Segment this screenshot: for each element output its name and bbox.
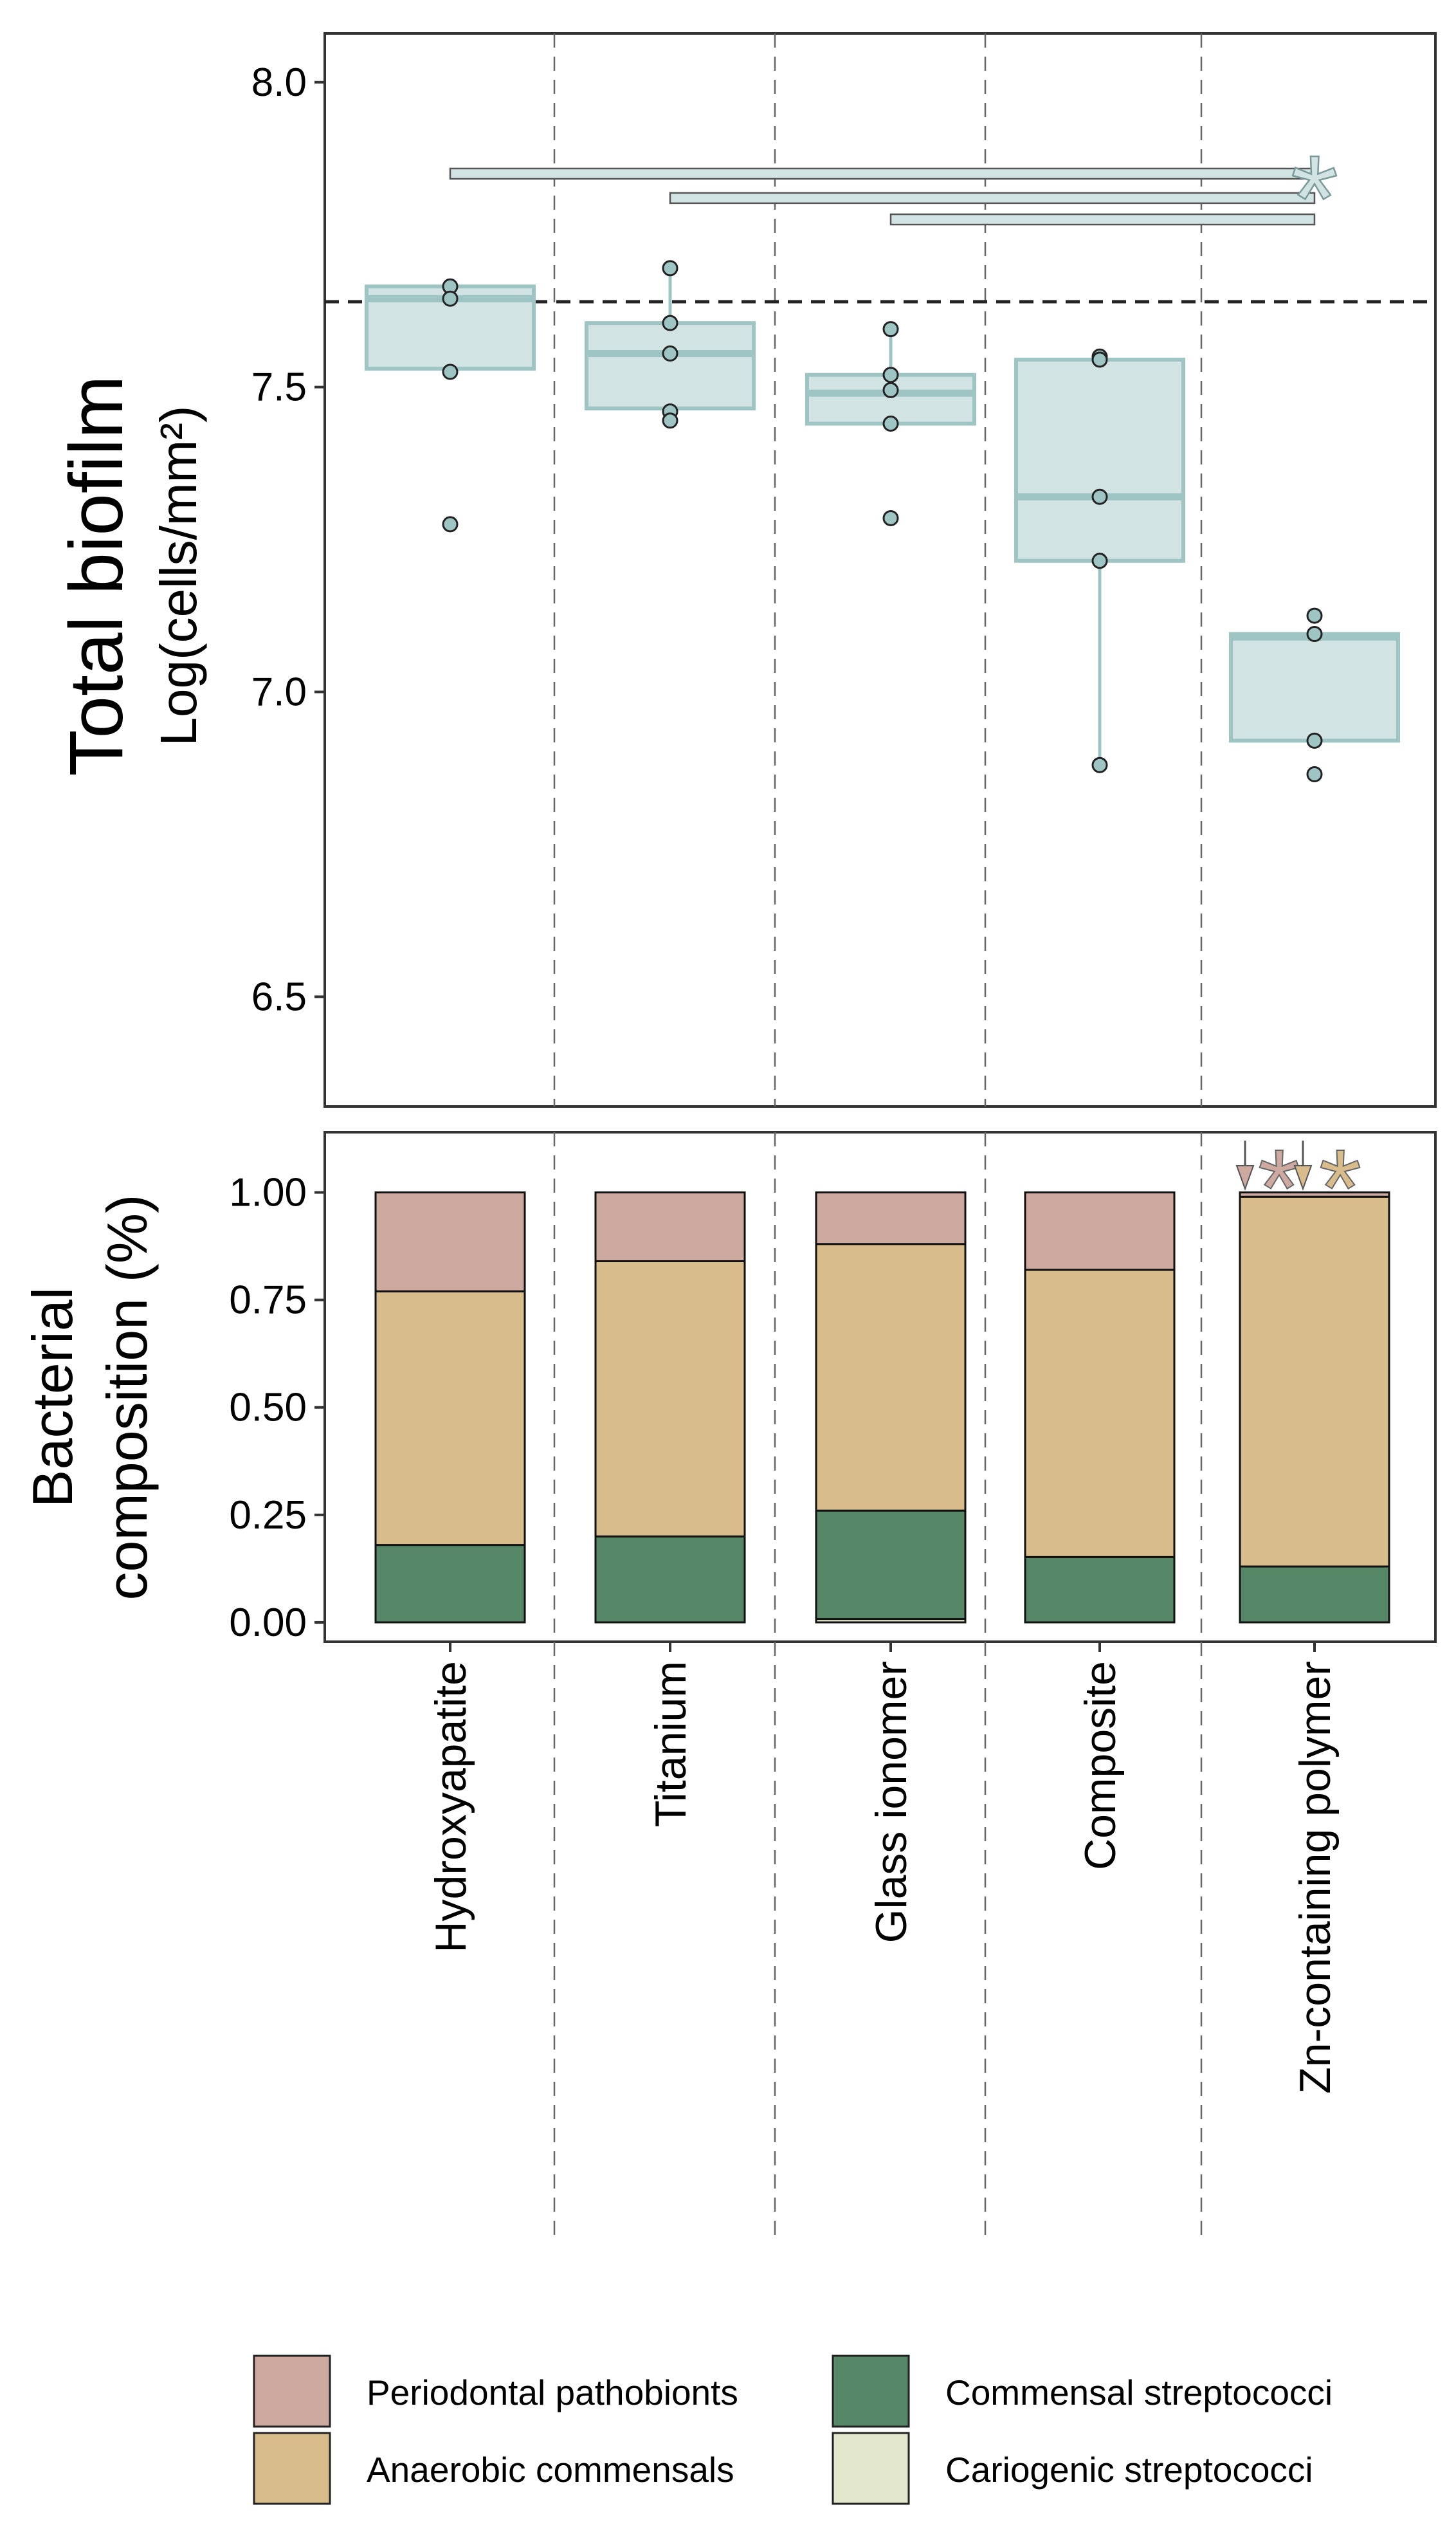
significance-brackets bbox=[449, 167, 1316, 226]
top-y-axis-subtitle: Log(cells/mm²) bbox=[150, 406, 207, 746]
data-point bbox=[442, 363, 459, 380]
bar-segment-commensal-streptococci bbox=[1024, 1556, 1176, 1624]
bottom-y-tick-label: 1.00 bbox=[229, 1171, 307, 1215]
data-point bbox=[1306, 732, 1323, 749]
data-point bbox=[1306, 607, 1323, 624]
significance-star: * bbox=[1291, 131, 1338, 267]
top-category-dividers bbox=[553, 33, 1203, 1106]
category-label-zn-containing-polymer: Zn-containing polymer bbox=[1291, 1661, 1340, 2094]
box-hydroxyapatite bbox=[365, 278, 536, 533]
data-point bbox=[662, 412, 678, 429]
bottom-y-axis-ticks: 0.00 0.25 0.50 0.75 1.00 bbox=[229, 1171, 325, 1645]
top-y-axis-title: Total biofilm bbox=[54, 375, 139, 776]
box-composite bbox=[1014, 348, 1185, 773]
bar-segment-anaerobic-commensals bbox=[815, 1243, 967, 1512]
stacked-bar-titanium bbox=[594, 1191, 746, 1624]
box-glass-ionomer bbox=[805, 321, 976, 526]
bar-segment-periodontal-pathobionts bbox=[815, 1191, 967, 1245]
legend-label-periodontal-pathobionts: Periodontal pathobionts bbox=[367, 2373, 738, 2412]
data-point bbox=[662, 315, 678, 331]
legend-label-cariogenic-streptococci: Cariogenic streptococci bbox=[945, 2450, 1313, 2490]
legend-swatch-commensal-streptococci bbox=[832, 2355, 910, 2428]
bottom-y-tick-label: 0.75 bbox=[229, 1278, 307, 1323]
legend-swatch-anaerobic-commensals bbox=[253, 2432, 331, 2505]
legend-swatch-cariogenic-streptococci bbox=[832, 2432, 910, 2505]
top-y-tick-label: 7.0 bbox=[251, 670, 307, 715]
total-biofilm-panel: * 6.5 7.0 7.5 8.0 Total biofilm Log(cells/m… bbox=[54, 32, 1437, 1108]
bar-segment-commensal-streptococci bbox=[374, 1544, 526, 1624]
bar-segment-anaerobic-commensals bbox=[1239, 1195, 1390, 1568]
box-iqr bbox=[585, 321, 756, 410]
down-arrow-icon bbox=[1293, 1165, 1313, 1191]
data-point bbox=[1306, 766, 1323, 782]
top-y-axis-ticks: 6.5 7.0 7.5 8.0 bbox=[251, 60, 325, 1019]
data-point bbox=[442, 290, 459, 307]
bar-segment-commensal-streptococci bbox=[594, 1535, 746, 1624]
down-arrow-icon bbox=[1235, 1165, 1255, 1191]
category-label-glass-ionomer: Glass ionomer bbox=[867, 1661, 916, 1943]
data-point bbox=[882, 510, 899, 526]
top-panel-frame bbox=[323, 32, 1437, 1108]
data-point bbox=[882, 416, 899, 432]
stacked-bar-glass-ionomer bbox=[815, 1191, 967, 1624]
legend-label-commensal-streptococci: Commensal streptococci bbox=[945, 2373, 1333, 2412]
bar-segment-commensal-streptococci bbox=[815, 1509, 967, 1621]
data-point bbox=[1091, 553, 1108, 569]
legend: Periodontal pathobionts Commensal strepto… bbox=[253, 2355, 1333, 2505]
box-plots bbox=[365, 260, 1400, 782]
annotation-star: * bbox=[1319, 1127, 1361, 1249]
data-point bbox=[662, 260, 678, 277]
bottom-y-axis-title-line1: Bacterial bbox=[21, 1287, 84, 1507]
legend-swatch-periodontal-pathobionts bbox=[253, 2355, 331, 2428]
data-point bbox=[1091, 488, 1108, 505]
stacked-bar-zn-containing-polymer bbox=[1239, 1191, 1390, 1624]
annotation-star: * bbox=[1258, 1127, 1300, 1249]
data-point bbox=[1091, 351, 1108, 368]
category-label-titanium: Titanium bbox=[646, 1661, 695, 1827]
box-zn-containing-polymer bbox=[1229, 607, 1400, 782]
bar-segment-anaerobic-commensals bbox=[1024, 1269, 1176, 1558]
bottom-y-tick-label: 0.25 bbox=[229, 1493, 307, 1538]
category-label-composite: Composite bbox=[1076, 1661, 1125, 1870]
significance-bar bbox=[669, 192, 1316, 205]
bar-segment-periodontal-pathobionts bbox=[594, 1191, 746, 1263]
category-labels: Hydroxyapatite Titanium Glass ionomer Compo… bbox=[426, 1642, 1340, 2094]
box-iqr bbox=[1229, 632, 1400, 743]
bar-segment-commensal-streptococci bbox=[1239, 1565, 1390, 1624]
category-label-hydroxyapatite: Hydroxyapatite bbox=[426, 1661, 475, 1953]
data-point bbox=[882, 381, 899, 398]
bacterial-composition-panel: * * 0.00 0.25 0.50 0.75 1.00 Hydroxyapatite Ti… bbox=[21, 1126, 1437, 2239]
bar-segment-anaerobic-commensals bbox=[594, 1260, 746, 1538]
data-point bbox=[882, 367, 899, 383]
data-point bbox=[662, 345, 678, 362]
stacked-bar-composite bbox=[1024, 1191, 1176, 1624]
box-titanium bbox=[585, 260, 756, 429]
legend-label-anaerobic-commensals: Anaerobic commensals bbox=[367, 2450, 734, 2490]
box-iqr bbox=[1014, 358, 1185, 563]
top-y-tick-label: 8.0 bbox=[251, 60, 307, 105]
data-point bbox=[882, 321, 899, 338]
bar-segment-periodontal-pathobionts bbox=[374, 1191, 526, 1292]
bottom-y-tick-label: 0.00 bbox=[229, 1601, 307, 1645]
top-y-tick-label: 7.5 bbox=[251, 365, 307, 410]
bottom-panel-frame bbox=[323, 1131, 1437, 1643]
bottom-y-tick-label: 0.50 bbox=[229, 1386, 307, 1430]
top-y-tick-label: 6.5 bbox=[251, 975, 307, 1019]
data-point bbox=[1091, 757, 1108, 773]
data-point bbox=[442, 516, 459, 533]
bottom-y-axis-title-line2: composition (%) bbox=[95, 1195, 159, 1601]
composition-annotations: * * bbox=[1235, 1126, 1362, 1250]
bar-segment-periodontal-pathobionts bbox=[1024, 1191, 1176, 1271]
stacked-bars bbox=[374, 1191, 1390, 1624]
data-point bbox=[1306, 626, 1323, 643]
significance-bar bbox=[889, 213, 1316, 226]
stacked-bar-hydroxyapatite bbox=[374, 1191, 526, 1624]
bar-segment-periodontal-pathobionts bbox=[1239, 1191, 1390, 1198]
significance-bar bbox=[449, 167, 1316, 180]
bar-segment-anaerobic-commensals bbox=[374, 1290, 526, 1547]
